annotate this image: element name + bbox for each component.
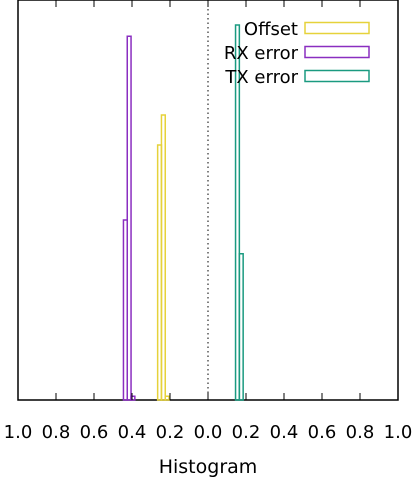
legend-label-offset: Offset <box>244 19 298 40</box>
x-tick-label: 0.2 <box>156 422 185 443</box>
legend-swatch-offset <box>304 21 370 35</box>
x-tick-label: 1.0 <box>4 422 33 443</box>
x-tick-label: 0.8 <box>346 422 375 443</box>
x-tick-label: 0.8 <box>42 422 71 443</box>
histogram-bar-tx-error-1 <box>238 253 244 401</box>
legend-swatch-rx-error <box>304 45 370 59</box>
histogram-bar-rx-error-2 <box>130 395 136 401</box>
x-tick-label: 0.4 <box>118 422 147 443</box>
x-tick-label: 0.6 <box>80 422 109 443</box>
bars-layer <box>122 24 244 401</box>
histogram-bar-offset-2 <box>164 395 170 401</box>
x-tick-label: 0.4 <box>270 422 299 443</box>
legend-label-rx-error: RX error <box>224 43 299 64</box>
histogram-bar-offset-1 <box>160 114 166 401</box>
x-axis-label: Histogram <box>159 456 258 478</box>
x-tick-label: 1.0 <box>384 422 413 443</box>
x-tick-label: 0.2 <box>232 422 261 443</box>
x-ticks: 1.0 0.8 0.6 0.4 0.2 0.0 0.2 0.4 0.6 0.8 1.0 <box>4 0 413 443</box>
legend-label-tx-error: TX error <box>224 67 298 88</box>
x-tick-label: 0.0 <box>194 422 223 443</box>
histogram-bar-rx-error-1 <box>126 35 132 401</box>
legend: Offset RX error TX error <box>224 19 370 88</box>
histogram-bar-tx-error-0 <box>234 24 241 401</box>
x-tick-label: 0.6 <box>308 422 337 443</box>
legend-swatch-tx-error <box>304 69 370 83</box>
